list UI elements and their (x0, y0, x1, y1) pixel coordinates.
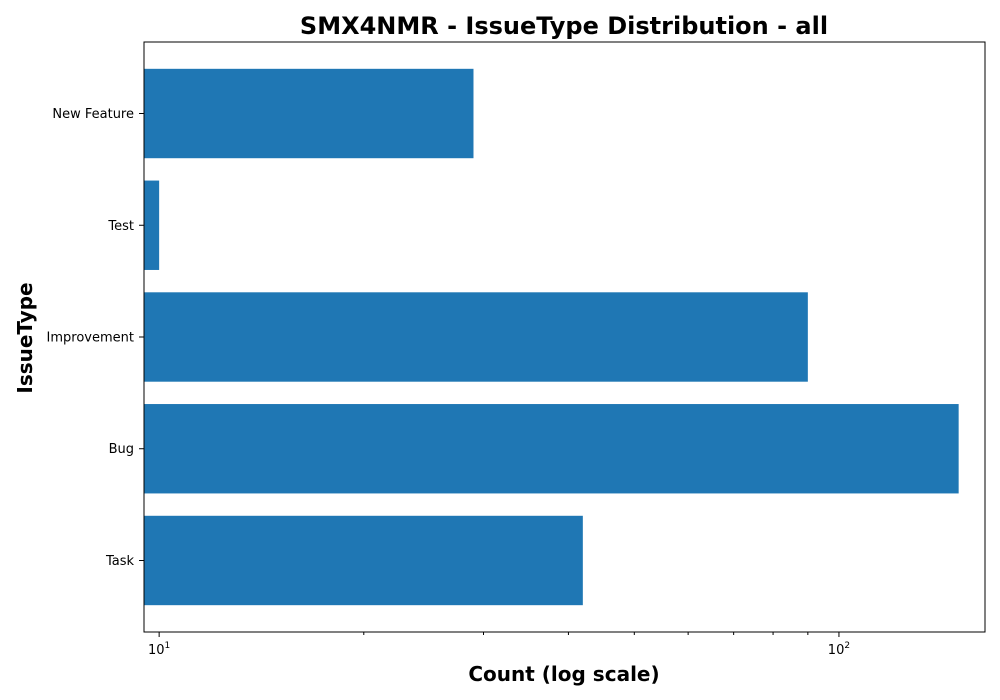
chart-title: SMX4NMR - IssueType Distribution - all (300, 12, 828, 40)
bars-layer (144, 68, 959, 606)
x-tick-label: 102 (828, 641, 850, 658)
bar-test (144, 180, 160, 270)
x-axis-title: Count (log scale) (468, 662, 659, 686)
bar-improvement (144, 292, 808, 382)
y-tick-label: Test (107, 219, 134, 234)
bar-bug (144, 404, 959, 494)
y-tick-label: Improvement (47, 331, 134, 346)
plot-frame (143, 41, 986, 633)
y-axis-title: IssueType (13, 282, 37, 393)
axes-layer: Task Bug Improvement Test New Feature 101 102 (47, 41, 986, 658)
y-tick-label: New Feature (52, 107, 134, 122)
bar-new-feature (144, 68, 474, 159)
x-tick-label: 101 (148, 641, 170, 658)
y-tick-label: Bug (109, 442, 134, 457)
bar-task (144, 515, 583, 606)
y-tick-label: Task (105, 554, 135, 569)
